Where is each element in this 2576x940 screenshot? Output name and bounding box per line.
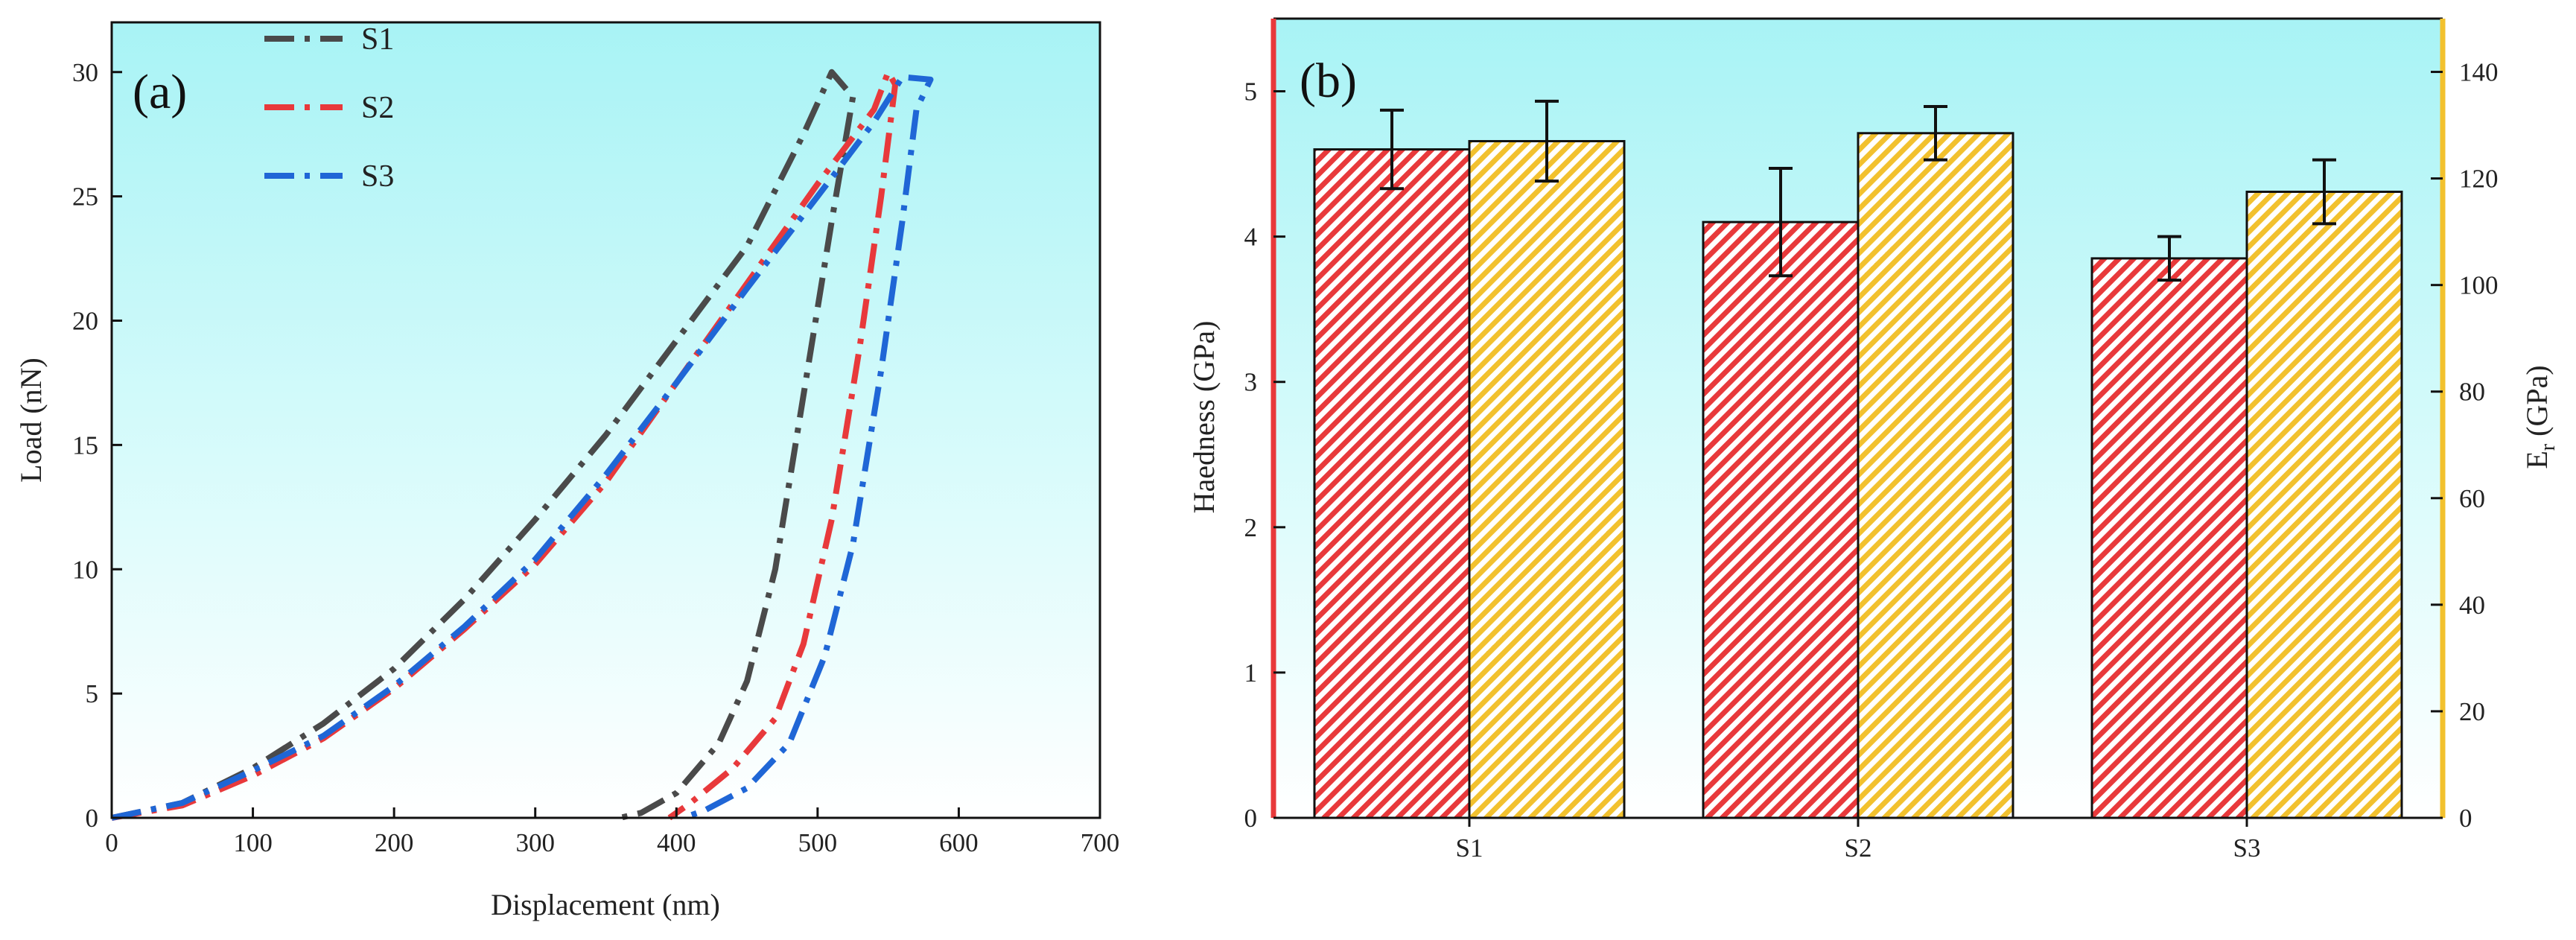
right-axis-title-unit: (GPa) (2520, 365, 2554, 444)
right-tick-label-b: 60 (2459, 484, 2485, 513)
left-tick-label-b: 1 (1244, 658, 1258, 687)
left-tick-label-b: 0 (1244, 804, 1258, 833)
right-tick-label-b: 20 (2459, 697, 2485, 726)
y-axis-title-a: Load (nN) (14, 358, 48, 483)
plot-area-a (112, 22, 1100, 818)
error-bar-hardness-s3 (2157, 235, 2181, 282)
bar-hardness-s3 (2090, 257, 2248, 819)
legend-label-s2: S2 (361, 91, 394, 125)
y-tick-label-a: 0 (86, 804, 99, 833)
legend-label-s3: S3 (361, 159, 394, 194)
y-tick-label-a: 15 (72, 431, 98, 460)
bars-b (1313, 99, 2403, 819)
right-tick-label-b: 100 (2459, 271, 2499, 300)
bar-er-s3 (2245, 190, 2403, 819)
left-y-axis-b: 0 1 2 3 4 5 (1244, 77, 1285, 833)
panel-b-hardness-modulus: 0 1 2 3 4 5 0 20 40 60 80 100 120 140 S1 S2 S3 (b) Hae… (1187, 17, 2560, 863)
left-tick-label-b: 5 (1244, 77, 1258, 107)
x-tick-label-a: 700 (1081, 828, 1120, 857)
series-line-s3 (111, 74, 934, 821)
x-tick-label-b: S3 (2233, 833, 2261, 863)
error-bar-er-s1 (1535, 99, 1559, 183)
x-tick-label-a: 300 (515, 828, 555, 857)
left-axis-title-b: Haedness (GPa) (1187, 321, 1221, 514)
y-tick-label-a: 30 (72, 58, 98, 87)
x-tick-label-a: 500 (798, 828, 838, 857)
right-tick-label-b: 40 (2459, 591, 2485, 620)
left-tick-label-b: 2 (1244, 513, 1258, 542)
x-tick-label-a: 600 (939, 828, 979, 857)
right-axis-title-subscript: r (2537, 443, 2560, 451)
y-tick-label-a: 10 (72, 555, 98, 584)
series-line-s2 (111, 69, 899, 821)
x-tick-label-b: S2 (1845, 833, 1872, 863)
bar-er-s2 (1857, 132, 2014, 819)
right-axis-title-main: E (2520, 451, 2554, 469)
bar-er-s1 (1468, 140, 1626, 819)
y-tick-label-a: 25 (72, 182, 98, 212)
right-tick-label-b: 0 (2459, 804, 2472, 833)
right-y-axis-b: 0 20 40 60 80 100 120 140 (2431, 58, 2499, 833)
panel-label-b: (b) (1300, 54, 1357, 108)
y-axis-a: 0 5 10 15 20 25 30 (72, 58, 122, 833)
left-tick-label-b: 3 (1244, 368, 1258, 397)
x-axis-title-a: Displacement (nm) (491, 888, 720, 921)
y-tick-label-a: 5 (86, 679, 99, 708)
x-tick-label-a: 400 (657, 828, 696, 857)
plot-frame-a (110, 21, 1101, 819)
x-tick-label-a: 100 (233, 828, 273, 857)
right-tick-label-b: 140 (2459, 58, 2499, 87)
x-tick-label-a: 0 (105, 828, 118, 857)
legend-label-s1: S1 (361, 22, 394, 57)
x-tick-label-a: 200 (375, 828, 414, 857)
left-tick-label-b: 4 (1244, 223, 1258, 252)
legend-a: S1 S2 S3 (264, 22, 394, 194)
error-bar-hardness-s2 (1769, 166, 1793, 278)
series-line-s1 (111, 69, 856, 821)
bar-hardness-s2 (1702, 220, 1860, 819)
right-axis-title-b: Er (GPa) (2520, 365, 2560, 469)
error-bar-er-s2 (1924, 105, 1947, 162)
panel-label-a: (a) (133, 65, 187, 119)
bar-hardness-s1 (1313, 148, 1471, 819)
right-tick-label-b: 80 (2459, 378, 2485, 407)
error-bar-hardness-s1 (1380, 108, 1404, 191)
right-tick-label-b: 120 (2459, 165, 2499, 194)
x-tick-label-b: S1 (1456, 833, 1483, 863)
y-tick-label-a: 20 (72, 307, 98, 336)
series-curves-a (111, 69, 934, 821)
x-axis-a: 0 100 200 300 400 500 600 700 (105, 807, 1119, 857)
x-axis-b: S1 S2 S3 (1456, 818, 2261, 863)
error-bar-er-s3 (2312, 158, 2336, 226)
